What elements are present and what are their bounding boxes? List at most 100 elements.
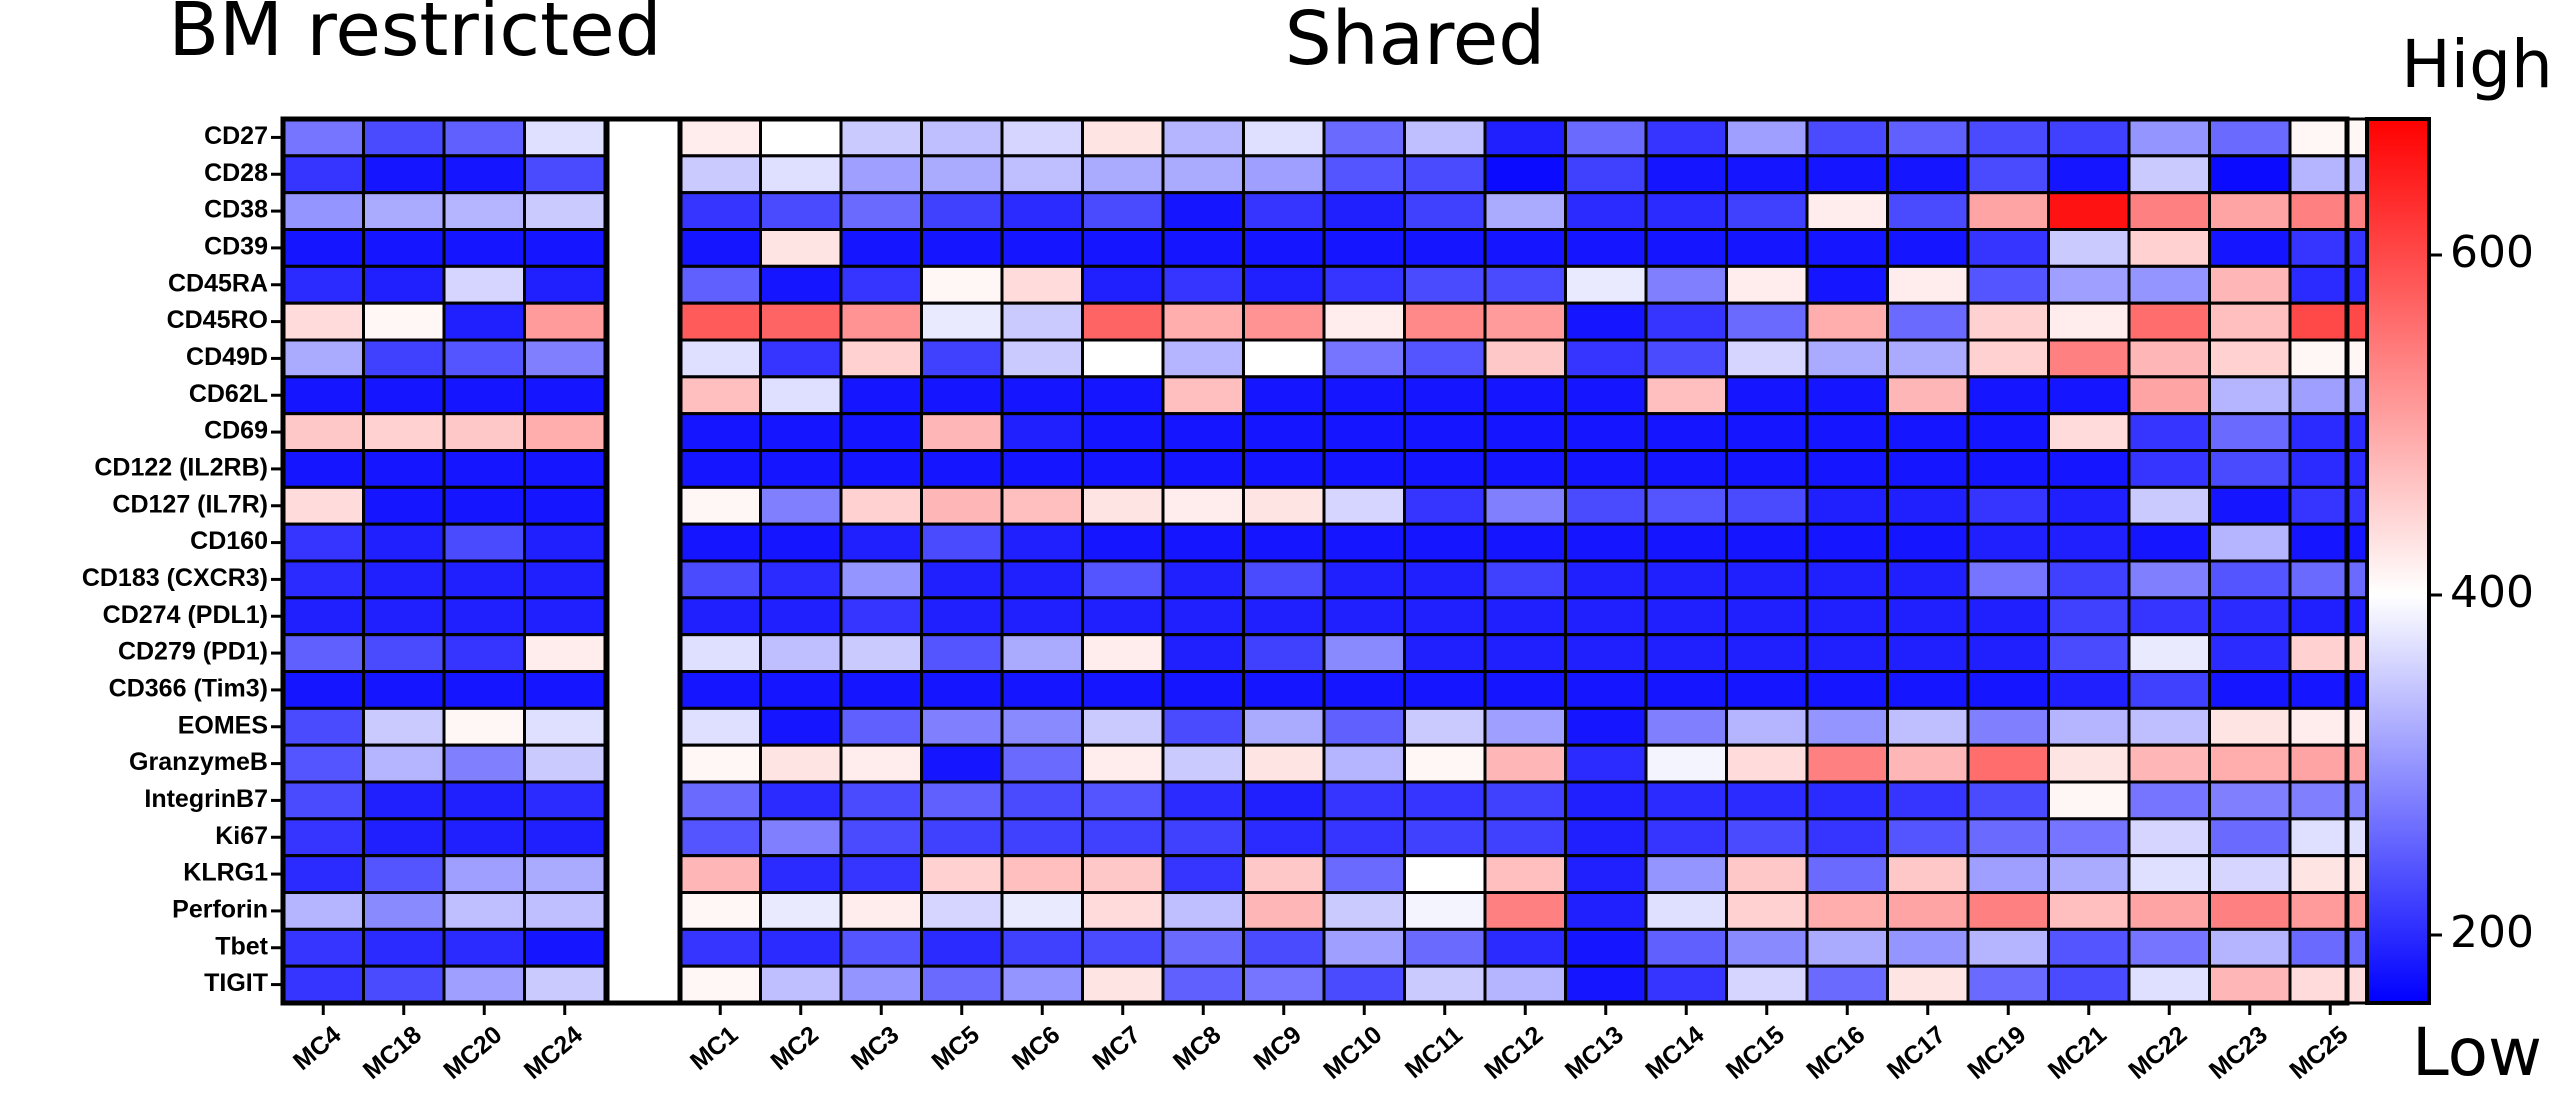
column-label: MC3 (846, 1021, 904, 1076)
heatmap-cell (2047, 154, 2131, 195)
heatmap-cell (1081, 743, 1165, 784)
heatmap-cell (839, 412, 923, 452)
row-label: CD122 (IL2RB) (94, 454, 268, 482)
heatmap-cell (1725, 301, 1809, 342)
heatmap-cell (1966, 743, 2050, 784)
heatmap-cell (2288, 743, 2372, 784)
heatmap-cell (1805, 301, 1889, 342)
heatmap-cell (839, 780, 923, 821)
heatmap-cell (2127, 706, 2211, 747)
heatmap-cell (759, 117, 843, 158)
column-label: MC25 (2284, 1021, 2353, 1085)
heatmap-cell (1644, 522, 1728, 563)
heatmap-cell (2127, 927, 2211, 968)
heatmap-cell (442, 154, 526, 195)
heatmap-cell (1805, 817, 1889, 858)
heatmap-cell (2288, 191, 2372, 232)
heatmap-cell (920, 891, 1004, 931)
heatmap-cell (1403, 670, 1487, 710)
heatmap-cell (1081, 338, 1165, 379)
heatmap-cell (2127, 780, 2211, 821)
heatmap-cell (1644, 964, 1728, 1005)
heatmap-cell (1483, 301, 1567, 342)
heatmap-cell (1564, 338, 1648, 379)
heatmap-cell (362, 927, 446, 968)
heatmap-cell (839, 117, 923, 158)
heatmap-cell (442, 449, 526, 489)
heatmap-cell (1644, 927, 1728, 968)
heatmap-cell (523, 412, 607, 452)
heatmap-cell (678, 522, 762, 563)
row-label: CD279 (PD1) (118, 638, 268, 666)
heatmap-cell (2127, 522, 2211, 563)
heatmap-cell (678, 596, 762, 637)
heatmap-cell (1805, 854, 1889, 895)
heatmap-cell (839, 596, 923, 637)
heatmap-cell (1483, 412, 1567, 452)
heatmap-cell (1081, 964, 1165, 1005)
column-label: MC19 (1962, 1021, 2031, 1085)
heatmap-cell (1483, 670, 1567, 710)
heatmap-cell (1322, 228, 1406, 268)
heatmap-cell (1242, 743, 1326, 784)
heatmap-cell (1886, 412, 1970, 452)
heatmap-cell (1322, 485, 1406, 526)
heatmap-cell (1322, 927, 1406, 968)
heatmap-cell (1644, 891, 1728, 931)
heatmap-cell (839, 449, 923, 489)
heatmap-cell (1564, 817, 1648, 858)
heatmap-cell (1483, 375, 1567, 416)
column-label: MC2 (765, 1021, 823, 1076)
heatmap-cell (1161, 338, 1245, 379)
heatmap-cell (1403, 449, 1487, 489)
heatmap-cell (1564, 927, 1648, 968)
heatmap-cell (1564, 522, 1648, 563)
heatmap-cell (2208, 891, 2292, 931)
column-label: MC14 (1640, 1021, 1709, 1085)
heatmap-cell (1242, 449, 1326, 489)
heatmap-cell (1322, 891, 1406, 931)
heatmap-cell (2288, 891, 2372, 931)
heatmap-cell (1242, 375, 1326, 416)
heatmap-cell (1000, 375, 1084, 416)
heatmap-cell (678, 117, 762, 158)
heatmap-cell (1644, 854, 1728, 895)
heatmap-cell (1805, 485, 1889, 526)
heatmap-cell (523, 449, 607, 489)
heatmap-cell (2127, 301, 2211, 342)
heatmap-cell (1242, 191, 1326, 232)
heatmap-cell (1403, 228, 1487, 268)
heatmap-cell (1322, 817, 1406, 858)
heatmap-cell (1322, 301, 1406, 342)
heatmap-cell (678, 264, 762, 305)
heatmap-cell (281, 927, 365, 968)
heatmap-cells (281, 117, 2372, 1005)
heatmap-cell (2288, 670, 2372, 710)
heatmap-cell (1564, 485, 1648, 526)
heatmap-cell (1966, 780, 2050, 821)
heatmap-cell (839, 743, 923, 784)
heatmap-cell (1564, 706, 1648, 747)
heatmap-cell (2288, 927, 2372, 968)
heatmap-cell (1081, 670, 1165, 710)
heatmap-cell (1644, 338, 1728, 379)
heatmap-cell (1886, 449, 1970, 489)
row-label: CD62L (189, 380, 268, 408)
heatmap-cell (2208, 449, 2292, 489)
heatmap-cell (1966, 375, 2050, 416)
row-label: CD28 (204, 159, 268, 187)
heatmap-cell (1644, 228, 1728, 268)
heatmap-cell (1161, 633, 1245, 674)
heatmap-cell (1403, 338, 1487, 379)
heatmap-cell (759, 817, 843, 858)
heatmap-cell (362, 891, 446, 931)
heatmap-cell (1564, 191, 1648, 232)
heatmap-cell (759, 743, 843, 784)
heatmap-cell (442, 264, 526, 305)
heatmap-cell (759, 301, 843, 342)
heatmap-cell (1000, 854, 1084, 895)
heatmap-cell (442, 117, 526, 158)
heatmap-cell (1161, 191, 1245, 232)
heatmap-cell (442, 375, 526, 416)
heatmap-cell (362, 522, 446, 563)
